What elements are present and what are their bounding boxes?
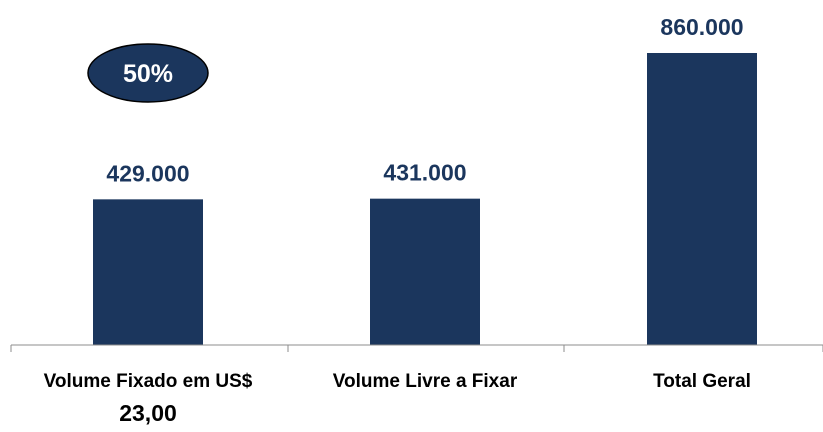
x-tick-label-3: Total Geral [653, 371, 751, 392]
data-labels-group: 429.000 431.000 860.000 [106, 14, 743, 186]
price-note-label: 23,00 [119, 400, 177, 426]
data-label-1: 429.000 [106, 160, 189, 186]
bar-2 [370, 198, 480, 345]
bar-3 [647, 53, 757, 345]
percentage-badge-shape [87, 43, 209, 103]
percentage-badge-text: 50% [123, 60, 173, 88]
data-label-2: 431.000 [383, 160, 466, 186]
x-axis-tick-labels: Volume Fixado em US$ Volume Livre a Fixar… [44, 371, 751, 392]
bar-1 [93, 199, 203, 345]
x-tick-label-2: Volume Livre a Fixar [333, 371, 518, 392]
data-label-3: 860.000 [660, 14, 743, 40]
percentage-badge: 50% [87, 43, 209, 103]
x-axis-ticks [10, 345, 823, 352]
bars-group [93, 53, 757, 345]
x-tick-label-1: Volume Fixado em US$ [44, 371, 253, 392]
